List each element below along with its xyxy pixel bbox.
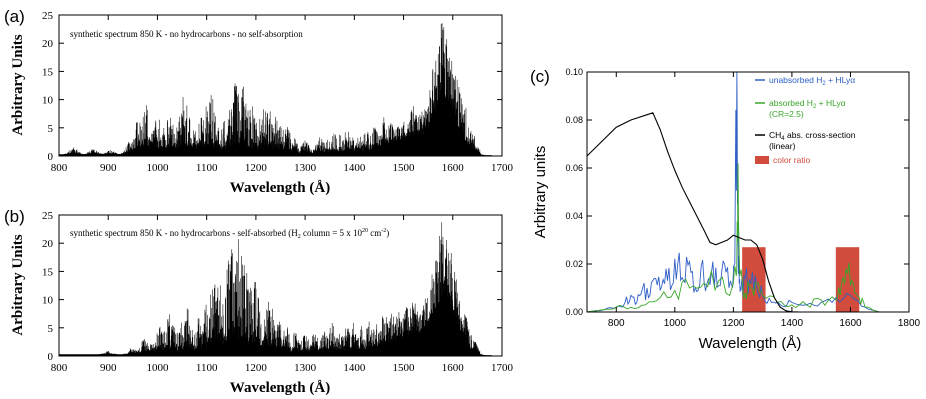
ch4-cross-section-line [586, 112, 801, 313]
c-x-tick-label: 1600 [839, 318, 862, 329]
panel-b-x-ticks: 800 900 1000 1100 1200 1300 1400 1500 1600 1700 [51, 215, 514, 374]
panel-c-x-ticks: 800 1000 1200 1400 1600 1800 [608, 72, 921, 329]
a-y-tick-label: 20 [42, 38, 54, 50]
a-x-tick-label: 1600 [442, 162, 465, 174]
panel-c-legend: unabsorbed H2 + HLyα absorbed H2 + HLyα … [755, 75, 856, 165]
panel-a-annotation: synthetic spectrum 850 K - no hydrocarbo… [70, 29, 303, 39]
panel-b: (b) 0 5 10 15 20 25 800 900 1000 1100 1200 1300 140… [4, 207, 514, 396]
panel-a-spectrum [58, 23, 493, 156]
panel-c-series-lines [586, 71, 880, 313]
a-x-tick-label: 1500 [393, 162, 416, 174]
legend-swatch-color-ratio [755, 156, 769, 164]
c-y-tick-label: 0.06 [565, 163, 583, 173]
c-y-tick-label: 0.04 [565, 211, 583, 221]
b-x-tick-label: 1400 [343, 362, 366, 374]
panel-b-annotation: synthetic spectrum 850 K - no hydrocarbo… [70, 228, 389, 240]
panel-c-y-axis-label: Arbitrary units [532, 146, 549, 239]
b-x-tick-label: 1200 [245, 362, 268, 374]
b-x-tick-label: 1700 [491, 362, 514, 374]
a-x-tick-label: 1400 [343, 162, 366, 174]
c-y-tick-label: 0.02 [565, 259, 583, 269]
panel-c: (c) 0.00 0.02 0.04 0.06 0.08 0.10 800 1000 1200… [530, 67, 921, 352]
a-x-tick-label: 1100 [196, 162, 218, 174]
c-y-tick-label: 0.10 [565, 67, 583, 77]
b-y-tick-label: 15 [42, 266, 54, 278]
panel-b-y-ticks: 0 5 10 15 20 25 [42, 210, 502, 363]
legend-label-ch4-sub: (linear) [769, 141, 796, 151]
c-y-tick-label: 0.00 [565, 307, 583, 317]
b-x-tick-label: 900 [100, 362, 117, 374]
b-y-tick-label: 20 [42, 238, 54, 250]
panel-a-label: (a) [4, 7, 25, 26]
panel-b-spectrum [58, 222, 493, 356]
panel-a-x-ticks: 800 900 1000 1100 1200 1300 1400 1500 1600 1700 [51, 15, 514, 174]
unabsorbed-line [586, 71, 880, 313]
color-ratio-bar-2 [835, 247, 860, 312]
legend-label-absorbed: absorbed H2 + HLyα [769, 98, 846, 110]
panel-b-label: (b) [4, 207, 25, 226]
legend-label-unabsorbed: unabsorbed H2 + HLyα [769, 75, 855, 87]
b-spectrum-lines [58, 222, 485, 356]
a-x-tick-label: 800 [51, 162, 68, 174]
panel-c-label: (c) [530, 67, 550, 86]
panel-a-y-ticks: 0 5 10 15 20 25 [42, 10, 502, 163]
panel-c-x-axis-label: Wavelength (Å) [699, 335, 802, 352]
legend-label-absorbed-sub: (CR=2.5) [769, 109, 804, 119]
b-continuum-fill [59, 311, 493, 356]
a-y-tick-label: 0 [48, 151, 54, 163]
c-y-tick-label: 0.08 [565, 115, 583, 125]
legend-label-ch4: CH4 abs. cross-section [769, 130, 856, 142]
a-y-tick-label: 10 [42, 95, 54, 107]
panel-a: (a) 0 5 10 15 20 25 800 900 1000 1100 1200 1300 140… [4, 7, 514, 196]
panel-c-plot-frame [586, 71, 910, 313]
panel-c-color-ratio-bars [742, 247, 860, 312]
panel-a-x-axis-label: Wavelength (Å) [230, 180, 330, 196]
b-x-tick-label: 1300 [294, 362, 317, 374]
b-x-tick-label: 1000 [146, 362, 169, 374]
a-x-tick-label: 1300 [294, 162, 317, 174]
a-spectrum-lines [58, 23, 485, 156]
a-x-tick-label: 1200 [245, 162, 268, 174]
b-x-tick-label: 800 [51, 362, 68, 374]
panel-a-y-axis-label: Arbitrary Units [10, 34, 26, 135]
c-x-tick-label: 800 [608, 318, 625, 329]
c-x-tick-label: 1400 [781, 318, 804, 329]
a-continuum-fill [59, 111, 493, 156]
a-x-tick-label: 1700 [491, 162, 514, 174]
b-y-tick-label: 25 [42, 210, 54, 222]
c-x-tick-label: 1000 [664, 318, 687, 329]
absorbed-line [586, 163, 880, 313]
legend-label-color-ratio: color ratio [773, 155, 811, 165]
b-x-tick-label: 1600 [442, 362, 465, 374]
c-x-tick-label: 1800 [898, 318, 921, 329]
panel-b-y-axis-label: Arbitrary Units [10, 234, 26, 335]
b-y-tick-label: 5 [48, 323, 54, 335]
a-y-tick-label: 15 [42, 66, 54, 78]
a-x-tick-label: 900 [100, 162, 117, 174]
a-y-tick-label: 5 [48, 123, 54, 135]
b-x-tick-label: 1100 [196, 362, 218, 374]
c-x-tick-label: 1200 [722, 318, 745, 329]
b-y-tick-label: 0 [48, 351, 54, 363]
panel-c-y-ticks: 0.00 0.02 0.04 0.06 0.08 0.10 [565, 67, 909, 317]
b-x-tick-label: 1500 [393, 362, 416, 374]
panel-b-x-axis-label: Wavelength (Å) [230, 380, 330, 396]
b-y-tick-label: 10 [42, 295, 54, 307]
a-y-tick-label: 25 [42, 10, 54, 22]
a-x-tick-label: 1000 [146, 162, 169, 174]
